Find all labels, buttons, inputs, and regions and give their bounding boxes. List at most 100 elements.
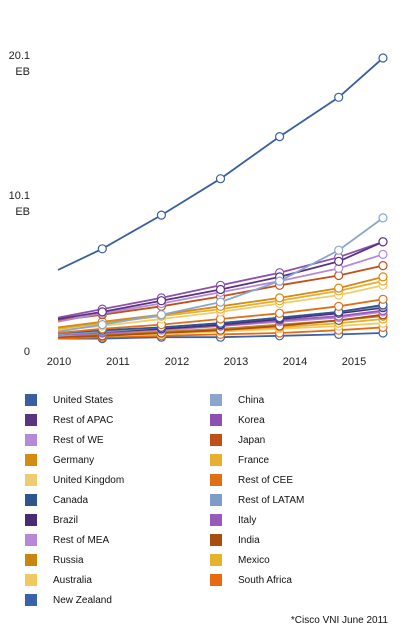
data-point-china[interactable] <box>334 245 344 255</box>
legend-label: Korea <box>238 414 265 426</box>
data-point-rest-of-apac[interactable] <box>215 284 226 295</box>
legend-swatch <box>210 574 222 586</box>
legend-item-russia[interactable]: Russia <box>25 553 84 567</box>
legend-label: Japan <box>238 434 266 446</box>
legend-item-korea[interactable]: Korea <box>210 413 265 427</box>
legend-item-france[interactable]: France <box>210 453 269 467</box>
legend-swatch <box>210 554 222 566</box>
legend-label: United Kingdom <box>53 474 125 486</box>
data-point-rest-of-cee[interactable] <box>334 301 344 311</box>
legend-item-germany[interactable]: Germany <box>25 453 94 467</box>
legend-swatch <box>25 514 37 526</box>
legend-label: Germany <box>53 454 95 466</box>
legend-item-canada[interactable]: Canada <box>25 493 88 507</box>
x-tick-label: 2011 <box>106 356 130 368</box>
legend-item-united-states[interactable]: United States <box>25 393 113 407</box>
legend-swatch <box>25 594 37 606</box>
legend-item-india[interactable]: India <box>210 533 260 547</box>
data-point-china[interactable] <box>275 276 285 286</box>
legend-label: Rest of WE <box>53 434 104 446</box>
data-point-united-states[interactable] <box>275 132 285 142</box>
legend-swatch <box>25 534 37 546</box>
legend-item-japan[interactable]: Japan <box>210 433 265 447</box>
legend-label: France <box>238 454 270 466</box>
data-point-germany[interactable] <box>275 293 285 303</box>
legend-item-mexico[interactable]: Mexico <box>210 553 270 567</box>
data-point-china[interactable] <box>215 297 226 307</box>
legend-swatch <box>210 414 222 426</box>
data-point-united-states[interactable] <box>334 92 344 102</box>
legend-swatch <box>25 394 37 406</box>
legend-item-rest-of-cee[interactable]: Rest of CEE <box>210 473 293 487</box>
data-point-united-states[interactable] <box>97 244 107 254</box>
legend-label: India <box>238 534 260 546</box>
data-point-china[interactable] <box>97 320 107 330</box>
legend-label: Rest of LATAM <box>238 494 305 506</box>
data-point-rest-of-apac[interactable] <box>97 307 107 317</box>
source-note: *Cisco VNI June 2011 <box>290 615 388 626</box>
legend-item-rest-of-we[interactable]: Rest of WE <box>25 433 104 447</box>
data-point-rest-of-cee[interactable] <box>378 294 388 304</box>
data-point-china[interactable] <box>156 310 166 320</box>
legend-item-brazil[interactable]: Brazil <box>25 513 78 527</box>
series-line-united-states <box>57 57 384 271</box>
legend-swatch <box>25 414 37 426</box>
x-tick-label: 2012 <box>164 356 190 368</box>
data-point-germany[interactable] <box>378 272 388 282</box>
legend-label: Australia <box>53 574 92 586</box>
legend-label: China <box>238 394 265 406</box>
legend-swatch <box>210 434 222 446</box>
data-point-rest-of-apac[interactable] <box>378 237 388 247</box>
legend-swatch <box>210 474 222 486</box>
legend-label: Italy <box>238 514 257 526</box>
legend-label: Mexico <box>238 554 270 566</box>
legend-swatch <box>25 494 37 506</box>
y-tick-label: 10.1 EB <box>8 190 30 219</box>
legend-swatch <box>210 514 222 526</box>
legend-item-china[interactable]: China <box>210 393 264 407</box>
legend-swatch <box>25 554 37 566</box>
legend-swatch <box>210 534 222 546</box>
legend-label: New Zealand <box>53 594 112 606</box>
data-point-japan[interactable] <box>378 261 388 271</box>
legend-item-australia[interactable]: Australia <box>25 573 92 587</box>
data-point-rest-of-we[interactable] <box>378 249 388 259</box>
legend-swatch <box>210 394 222 406</box>
legend-item-italy[interactable]: Italy <box>210 513 256 527</box>
legend-swatch <box>210 454 222 466</box>
legend-label: Russia <box>53 554 84 566</box>
y-tick-label: 20.1 EB <box>8 50 30 78</box>
data-point-united-states[interactable] <box>215 174 226 184</box>
data-point-germany[interactable] <box>334 283 344 293</box>
data-point-united-states[interactable] <box>156 210 166 220</box>
legend-item-united-kingdom[interactable]: United Kingdom <box>25 473 124 487</box>
legend-label: Rest of MEA <box>53 534 110 546</box>
x-tick-label: 2014 <box>282 356 308 368</box>
legend-swatch <box>210 494 222 506</box>
legend-label: South Africa <box>238 574 292 586</box>
legend-label: United States <box>53 394 114 406</box>
data-point-united-states[interactable] <box>378 53 388 63</box>
legend-label: Brazil <box>53 514 79 526</box>
legend-item-new-zealand[interactable]: New Zealand <box>25 593 112 607</box>
legend-item-rest-of-latam[interactable]: Rest of LATAM <box>210 493 304 507</box>
x-tick-label: 2013 <box>223 356 249 368</box>
line-chart <box>57 53 388 344</box>
legend-swatch <box>25 434 37 446</box>
legend-label: Rest of APAC <box>53 414 114 426</box>
legend-item-rest-of-mea[interactable]: Rest of MEA <box>25 533 109 547</box>
legend-item-south-africa[interactable]: South Africa <box>210 573 292 587</box>
x-tick-label: 2010 <box>46 356 72 368</box>
data-point-rest-of-apac[interactable] <box>334 256 344 266</box>
data-point-china[interactable] <box>378 213 388 223</box>
y-tick-label: 0 <box>23 346 30 358</box>
data-point-rest-of-cee[interactable] <box>275 308 285 318</box>
data-point-rest-of-apac[interactable] <box>156 296 166 306</box>
legend-item-rest-of-apac[interactable]: Rest of APAC <box>25 413 113 427</box>
legend-swatch <box>25 474 37 486</box>
legend-swatch <box>25 574 37 586</box>
series-markers <box>97 53 388 344</box>
legend-label: Rest of CEE <box>238 474 294 486</box>
legend-label: Canada <box>53 494 89 506</box>
legend-swatch <box>25 454 37 466</box>
